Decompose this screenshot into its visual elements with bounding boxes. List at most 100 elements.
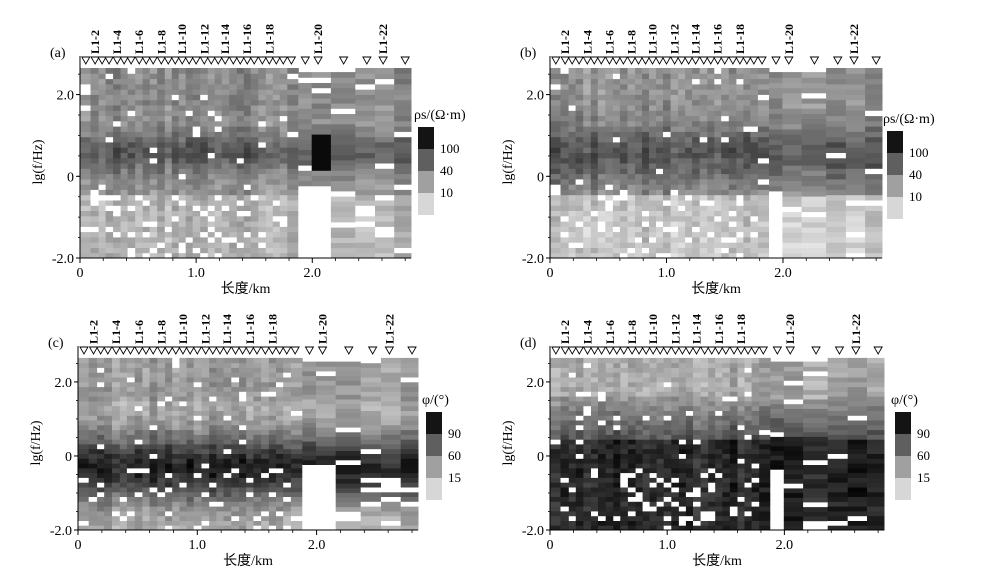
heatmap-cell (678, 215, 686, 222)
heatmap-cell (612, 136, 621, 143)
station-triangle (215, 346, 225, 355)
heatmap-cell (845, 83, 866, 90)
heatmap-cell (290, 453, 303, 459)
heatmap-cell (560, 377, 570, 383)
heatmap-cell (98, 94, 107, 101)
heatmap-cell (113, 157, 122, 164)
heatmap-cell (583, 458, 592, 464)
heatmap-cell (335, 394, 362, 400)
heatmap-cell (261, 439, 270, 445)
station-triangle (719, 56, 730, 65)
heatmap-cell (769, 72, 783, 78)
heatmap-cell (627, 487, 636, 493)
heatmap-cell (165, 448, 173, 454)
heatmap-cell (649, 396, 658, 402)
heatmap-cell (729, 410, 738, 416)
heatmap-cell (157, 386, 166, 392)
heatmap-cell (685, 453, 694, 459)
heatmap-cell (590, 73, 599, 80)
heatmap-cell (613, 472, 621, 478)
heatmap-cell (360, 367, 382, 373)
heatmap-cell (229, 147, 238, 153)
heatmap-cell (287, 120, 299, 127)
heatmap-cell (290, 487, 303, 493)
heatmap-cell (258, 184, 267, 190)
heatmap-cell (394, 105, 412, 111)
heatmap-cell (685, 377, 694, 383)
heatmap-cell (649, 400, 658, 407)
heatmap-cell (700, 506, 709, 512)
heatmap-cell (192, 247, 201, 254)
heatmap-cell (97, 381, 105, 388)
heatmap-cell (185, 184, 194, 190)
heatmap-cell (243, 247, 252, 254)
heatmap-cell (142, 439, 151, 445)
heatmap-cell (375, 78, 395, 85)
station-triangle (728, 56, 738, 65)
heatmap-cell (112, 463, 121, 469)
heatmap-cell (279, 226, 288, 233)
heatmap-cell (88, 525, 98, 531)
heatmap-cell (179, 372, 188, 378)
heatmap-cell (236, 173, 245, 180)
heatmap-cell (236, 83, 245, 90)
heatmap-cell (729, 400, 738, 407)
heatmap-cell (568, 231, 577, 238)
heatmap-cell (737, 429, 745, 435)
heatmap-cell (223, 453, 232, 459)
heatmap-cell (330, 149, 356, 156)
heatmap-cell (258, 68, 267, 74)
heatmap-cell (375, 147, 395, 153)
heatmap-cell (172, 453, 180, 459)
heatmap-cell (597, 184, 606, 190)
heatmap-cell (693, 510, 702, 517)
heatmap-cell (678, 429, 687, 435)
heatmap-cell (171, 126, 180, 132)
heatmap-cell (612, 152, 621, 159)
heatmap-cell (642, 163, 650, 169)
heatmap-cell (164, 105, 173, 111)
heatmap-cell (279, 163, 288, 169)
heatmap-cell (708, 477, 716, 483)
heatmap-cell (381, 510, 402, 517)
heatmap-cell (743, 236, 751, 243)
heatmap-cell (126, 453, 136, 459)
heatmap-cell (88, 372, 98, 378)
heatmap-cell (782, 97, 803, 104)
heatmap-cell (782, 134, 803, 140)
heatmap-cell (699, 131, 708, 138)
heatmap-cell (642, 520, 651, 526)
heatmap-cell (381, 525, 402, 531)
heatmap-cell (134, 357, 143, 364)
heatmap-cell (253, 381, 262, 388)
station-triangle (749, 56, 759, 65)
heatmap-cell (729, 467, 738, 474)
heatmap-cell (656, 439, 665, 445)
heatmap-cell (223, 520, 232, 526)
heatmap-cell (164, 205, 173, 211)
heatmap-cell (678, 391, 687, 397)
heatmap-cell (209, 443, 217, 450)
heatmap-cell (221, 73, 230, 80)
heatmap-cell (685, 506, 694, 512)
heatmap-cell (656, 152, 664, 159)
heatmap-cell (135, 210, 144, 217)
station-label: L1-14 (689, 24, 703, 54)
heatmap-cell (612, 68, 621, 74)
heatmap-cell (229, 168, 238, 175)
heatmap-cell (113, 173, 122, 180)
heatmap-cell (179, 477, 188, 483)
heatmap-cell (649, 194, 657, 201)
station-label: L1-4 (580, 30, 594, 54)
heatmap-cell (157, 147, 166, 153)
heatmap-cell (663, 520, 672, 526)
heatmap-cell (769, 221, 783, 228)
heatmap-cell (635, 173, 643, 180)
heatmap-cell (568, 467, 577, 474)
heatmap-cell (685, 99, 693, 106)
heatmap-cell (737, 525, 745, 531)
heatmap-cell (736, 163, 744, 169)
heatmap-cell (221, 215, 230, 222)
heatmap-cell (90, 126, 100, 132)
